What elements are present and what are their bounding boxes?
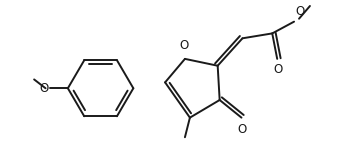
Text: O: O <box>274 63 283 76</box>
Text: O: O <box>179 39 189 52</box>
Text: O: O <box>295 5 304 18</box>
Text: O: O <box>238 122 247 136</box>
Text: O: O <box>40 82 49 95</box>
